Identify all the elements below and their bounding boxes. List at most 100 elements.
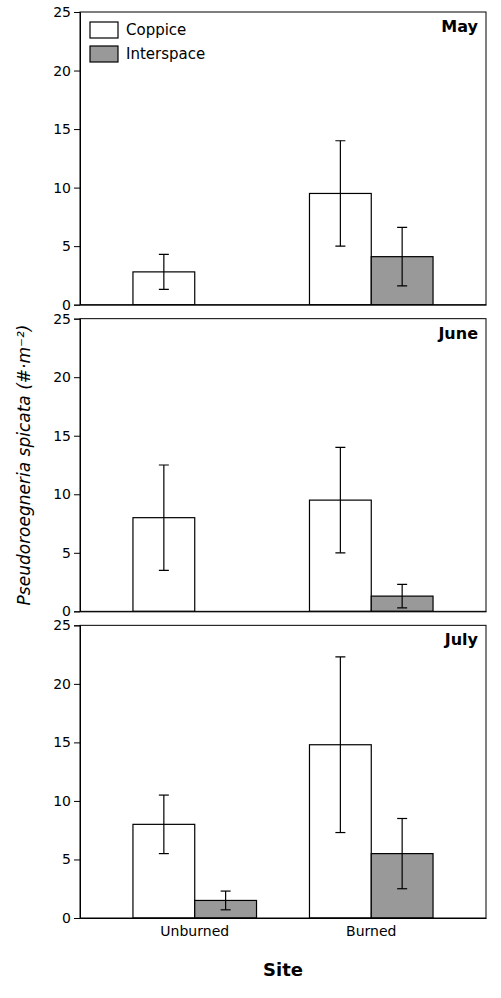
tick: 10 bbox=[53, 486, 80, 502]
tick: 15 bbox=[53, 428, 80, 444]
tick-label: 20 bbox=[53, 369, 71, 385]
panel: 0510152025June bbox=[53, 311, 486, 620]
plot-area bbox=[133, 141, 433, 305]
error-bar-line bbox=[335, 447, 345, 448]
plot-area bbox=[133, 657, 433, 918]
tick-label: Unburned bbox=[160, 923, 229, 939]
error-bar bbox=[335, 447, 345, 552]
error-bar bbox=[397, 818, 407, 888]
error-bar-line bbox=[340, 657, 341, 833]
tick-label: 5 bbox=[62, 238, 71, 254]
chart: 0510152025MayCoppiceInterspace0510152025… bbox=[0, 0, 501, 998]
axis-line bbox=[74, 13, 81, 306]
error-bar-line bbox=[397, 584, 407, 585]
tick-mark bbox=[74, 436, 80, 437]
tick: 25 bbox=[53, 4, 80, 20]
tick: 10 bbox=[53, 793, 80, 809]
legend-item: Coppice bbox=[90, 21, 186, 39]
tick: 20 bbox=[53, 369, 80, 385]
y-axis-title: Pseudoroegneria spicata (#·m⁻²) bbox=[14, 325, 34, 606]
tick-label: 25 bbox=[53, 311, 71, 327]
tick: 15 bbox=[53, 121, 80, 137]
error-bar-line bbox=[159, 570, 169, 571]
x-axis-title: Site bbox=[263, 959, 303, 980]
y-axis: 0510152025 bbox=[53, 4, 80, 313]
plot-frame bbox=[80, 319, 486, 612]
legend-item: Interspace bbox=[90, 45, 205, 63]
error-bar bbox=[335, 657, 345, 833]
tick-mark bbox=[74, 377, 80, 378]
plot-area bbox=[133, 447, 433, 611]
error-bar-line bbox=[159, 853, 169, 854]
tick-mark bbox=[74, 859, 80, 860]
tick: 25 bbox=[53, 311, 80, 327]
error-bar-line bbox=[397, 285, 407, 286]
tick-label: Burned bbox=[346, 923, 396, 939]
legend-label: Coppice bbox=[126, 21, 186, 39]
tick-mark bbox=[74, 494, 80, 495]
error-bar-line bbox=[159, 289, 169, 290]
tick-mark bbox=[74, 246, 80, 247]
x-axis: Unburned Burned bbox=[81, 918, 487, 939]
error-bar-line bbox=[397, 888, 407, 889]
error-bar-line bbox=[335, 552, 345, 553]
tick-label: 10 bbox=[53, 486, 71, 502]
tick-label: 0 bbox=[62, 910, 71, 926]
error-bar-line bbox=[159, 794, 169, 795]
error-bar-line bbox=[335, 246, 345, 247]
tick-label: 15 bbox=[53, 428, 71, 444]
y-axis: 0510152025 bbox=[53, 617, 80, 926]
tick: 20 bbox=[53, 63, 80, 79]
bar-series bbox=[133, 141, 371, 305]
tick-mark bbox=[74, 12, 80, 13]
tick-label: 15 bbox=[53, 121, 71, 137]
error-bar-line bbox=[397, 818, 407, 819]
bar-series bbox=[133, 447, 371, 611]
tick-label: 5 bbox=[62, 545, 71, 561]
tick: 5 bbox=[62, 851, 80, 867]
error-bar-line bbox=[340, 447, 341, 552]
tick-mark bbox=[74, 553, 80, 554]
error-bar-line bbox=[335, 656, 345, 657]
bar-series bbox=[195, 818, 433, 918]
tick-mark bbox=[74, 742, 80, 743]
axis-line bbox=[81, 305, 487, 306]
error-bar bbox=[221, 891, 231, 910]
bar-series bbox=[133, 657, 371, 918]
error-bar-line bbox=[225, 891, 226, 910]
legend-swatch bbox=[90, 46, 118, 62]
error-bar bbox=[397, 227, 407, 286]
error-bar-line bbox=[221, 909, 231, 910]
tick-label: 10 bbox=[53, 793, 71, 809]
error-bar-line bbox=[163, 465, 164, 570]
x-axis bbox=[81, 304, 487, 306]
tick: 5 bbox=[62, 545, 80, 561]
error-bar-line bbox=[163, 795, 164, 854]
error-bar-line bbox=[402, 227, 403, 286]
error-bar-line bbox=[402, 818, 403, 888]
bar-series bbox=[371, 227, 433, 304]
error-bar-line bbox=[397, 227, 407, 228]
panel-title: July bbox=[444, 630, 479, 649]
error-bar-line bbox=[340, 141, 341, 246]
bar-series bbox=[371, 584, 433, 611]
tick-label: 20 bbox=[53, 676, 71, 692]
tick-mark bbox=[74, 319, 80, 320]
tick-label: 10 bbox=[53, 180, 71, 196]
tick-label: 25 bbox=[53, 4, 71, 20]
error-bar-line bbox=[335, 832, 345, 833]
panel: 0510152025UnburnedBurnedJulySite bbox=[53, 617, 486, 980]
error-bar-line bbox=[159, 464, 169, 465]
error-bar-line bbox=[335, 140, 345, 141]
error-bar-line bbox=[221, 890, 231, 891]
tick: 15 bbox=[53, 734, 80, 750]
tick: 0 bbox=[62, 910, 80, 926]
error-bar bbox=[159, 795, 169, 854]
legend-label: Interspace bbox=[126, 45, 205, 63]
panel: 0510152025MayCoppiceInterspace bbox=[53, 4, 486, 313]
tick-mark bbox=[74, 71, 80, 72]
legend-swatch bbox=[90, 22, 118, 38]
error-bar-line bbox=[397, 607, 407, 608]
tick-mark bbox=[74, 918, 80, 919]
legend: Coppice Interspace bbox=[90, 21, 205, 63]
